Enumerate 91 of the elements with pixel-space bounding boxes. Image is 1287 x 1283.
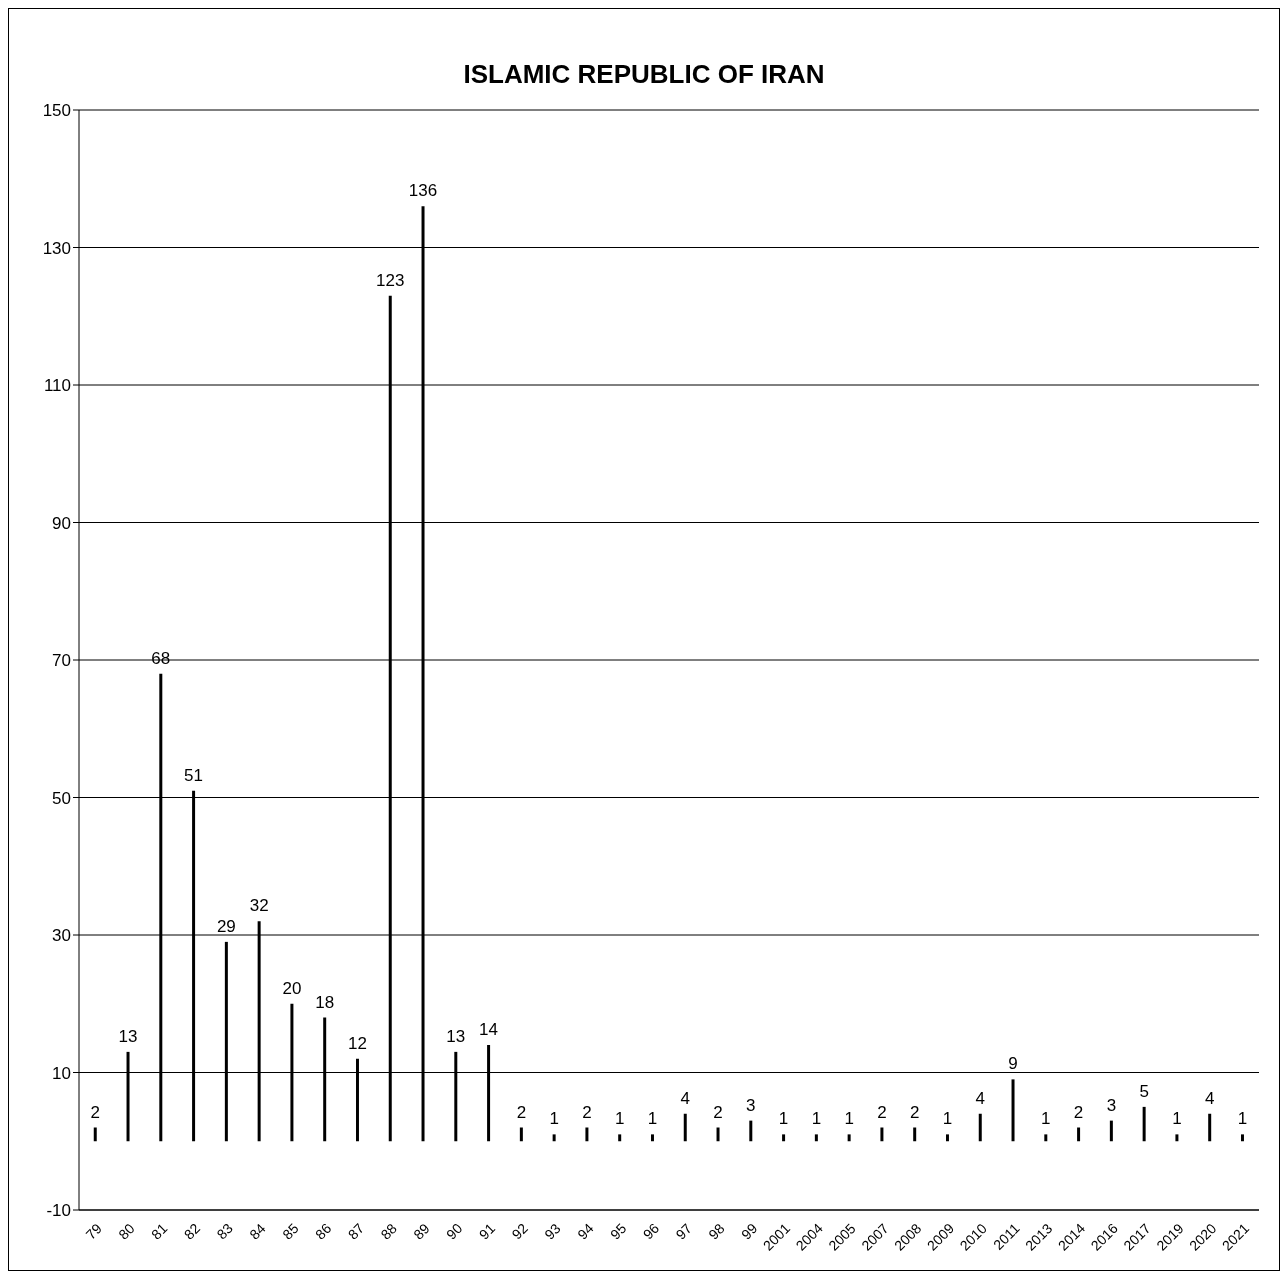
x-tick-label: 90 (443, 1220, 466, 1243)
bar (1240, 1134, 1244, 1142)
y-tick-label: 150 (42, 101, 71, 121)
data-label: 1 (1172, 1109, 1182, 1129)
y-tick-label: 90 (52, 513, 71, 533)
data-label: 2 (582, 1102, 592, 1122)
y-tick-label: 30 (52, 926, 71, 946)
bar (847, 1134, 851, 1142)
bar (1077, 1127, 1081, 1142)
bar (814, 1134, 818, 1142)
data-label: 1 (811, 1109, 822, 1129)
x-tick-label: 83 (213, 1220, 237, 1243)
x-tick-label: 80 (115, 1220, 138, 1243)
data-label: 51 (184, 765, 204, 785)
x-tick-label: 93 (541, 1220, 564, 1243)
bar (716, 1127, 720, 1142)
data-label: 1 (647, 1109, 658, 1129)
bar (1175, 1134, 1179, 1142)
y-tick-label: 130 (42, 238, 71, 258)
x-tick-label: 88 (377, 1220, 401, 1243)
data-label: 2 (516, 1102, 527, 1122)
data-label: 1 (549, 1109, 559, 1129)
data-label: 29 (216, 916, 236, 936)
data-label: 2 (877, 1102, 887, 1122)
x-tick-label: 98 (705, 1220, 728, 1243)
bar (552, 1134, 556, 1142)
x-tick-label: 85 (279, 1220, 302, 1243)
x-tick-label: 97 (672, 1220, 696, 1243)
data-label: 1 (1041, 1109, 1051, 1129)
x-tick-label: 99 (738, 1220, 761, 1243)
x-tick-label: 84 (246, 1220, 269, 1243)
y-tick-label: 70 (52, 651, 71, 671)
data-label: 123 (376, 270, 405, 290)
x-tick-label: 92 (508, 1220, 532, 1243)
y-tick-label: 110 (43, 376, 71, 396)
x-tick-label: 87 (344, 1220, 368, 1243)
bar (749, 1120, 753, 1142)
x-tick-label: 95 (606, 1220, 630, 1243)
data-label: 4 (680, 1088, 690, 1108)
x-tick-label: 86 (311, 1220, 335, 1243)
y-tick-label: -10 (46, 1201, 71, 1221)
data-label: 2 (713, 1102, 723, 1122)
x-tick-label: 91 (475, 1220, 499, 1243)
bar (650, 1134, 654, 1142)
data-label: 4 (1204, 1088, 1215, 1108)
data-label: 2 (909, 1102, 920, 1122)
bar (683, 1113, 687, 1142)
data-label: 18 (315, 992, 335, 1012)
data-label: 136 (408, 181, 438, 201)
bar (618, 1134, 622, 1142)
bar (1208, 1113, 1212, 1142)
bar (585, 1127, 589, 1142)
data-label: 1 (614, 1109, 625, 1129)
bar (519, 1127, 523, 1142)
data-label: 12 (348, 1033, 367, 1053)
x-tick-label: 82 (180, 1220, 204, 1243)
bar (1109, 1120, 1113, 1142)
x-tick-label: 89 (410, 1220, 433, 1243)
x-tick-label: 94 (574, 1220, 597, 1243)
data-label: 13 (446, 1026, 466, 1046)
bar (978, 1113, 982, 1142)
data-label: 2 (1073, 1102, 1084, 1122)
data-label: 1 (1237, 1109, 1248, 1129)
data-label: 2 (90, 1102, 100, 1122)
bar (945, 1134, 949, 1142)
data-label: 3 (746, 1095, 756, 1115)
data-label: 3 (1106, 1095, 1117, 1115)
x-tick-label: 81 (148, 1220, 171, 1243)
data-label: 1 (942, 1109, 953, 1129)
data-label: 4 (975, 1088, 985, 1108)
bar (1142, 1106, 1146, 1142)
data-label: 20 (282, 978, 302, 998)
data-label: 1 (778, 1109, 789, 1129)
bar (1011, 1079, 1015, 1142)
x-tick-label: 79 (82, 1220, 106, 1243)
bar (913, 1127, 917, 1142)
y-tick-label: 10 (52, 1063, 71, 1083)
chart-title: ISLAMIC REPUBLIC OF IRAN (462, 58, 826, 90)
bar (1044, 1134, 1048, 1142)
x-tick-label: 96 (639, 1220, 663, 1243)
y-tick-label: 50 (52, 788, 71, 808)
bar (880, 1127, 884, 1142)
data-label: 32 (249, 896, 269, 916)
data-label: 5 (1139, 1081, 1149, 1101)
bar (782, 1134, 786, 1142)
data-label: 68 (151, 648, 171, 668)
data-label: 1 (844, 1109, 854, 1129)
data-label: 9 (1008, 1054, 1018, 1074)
data-label: 13 (118, 1026, 138, 1046)
bar (93, 1127, 97, 1142)
data-label: 14 (479, 1020, 499, 1039)
